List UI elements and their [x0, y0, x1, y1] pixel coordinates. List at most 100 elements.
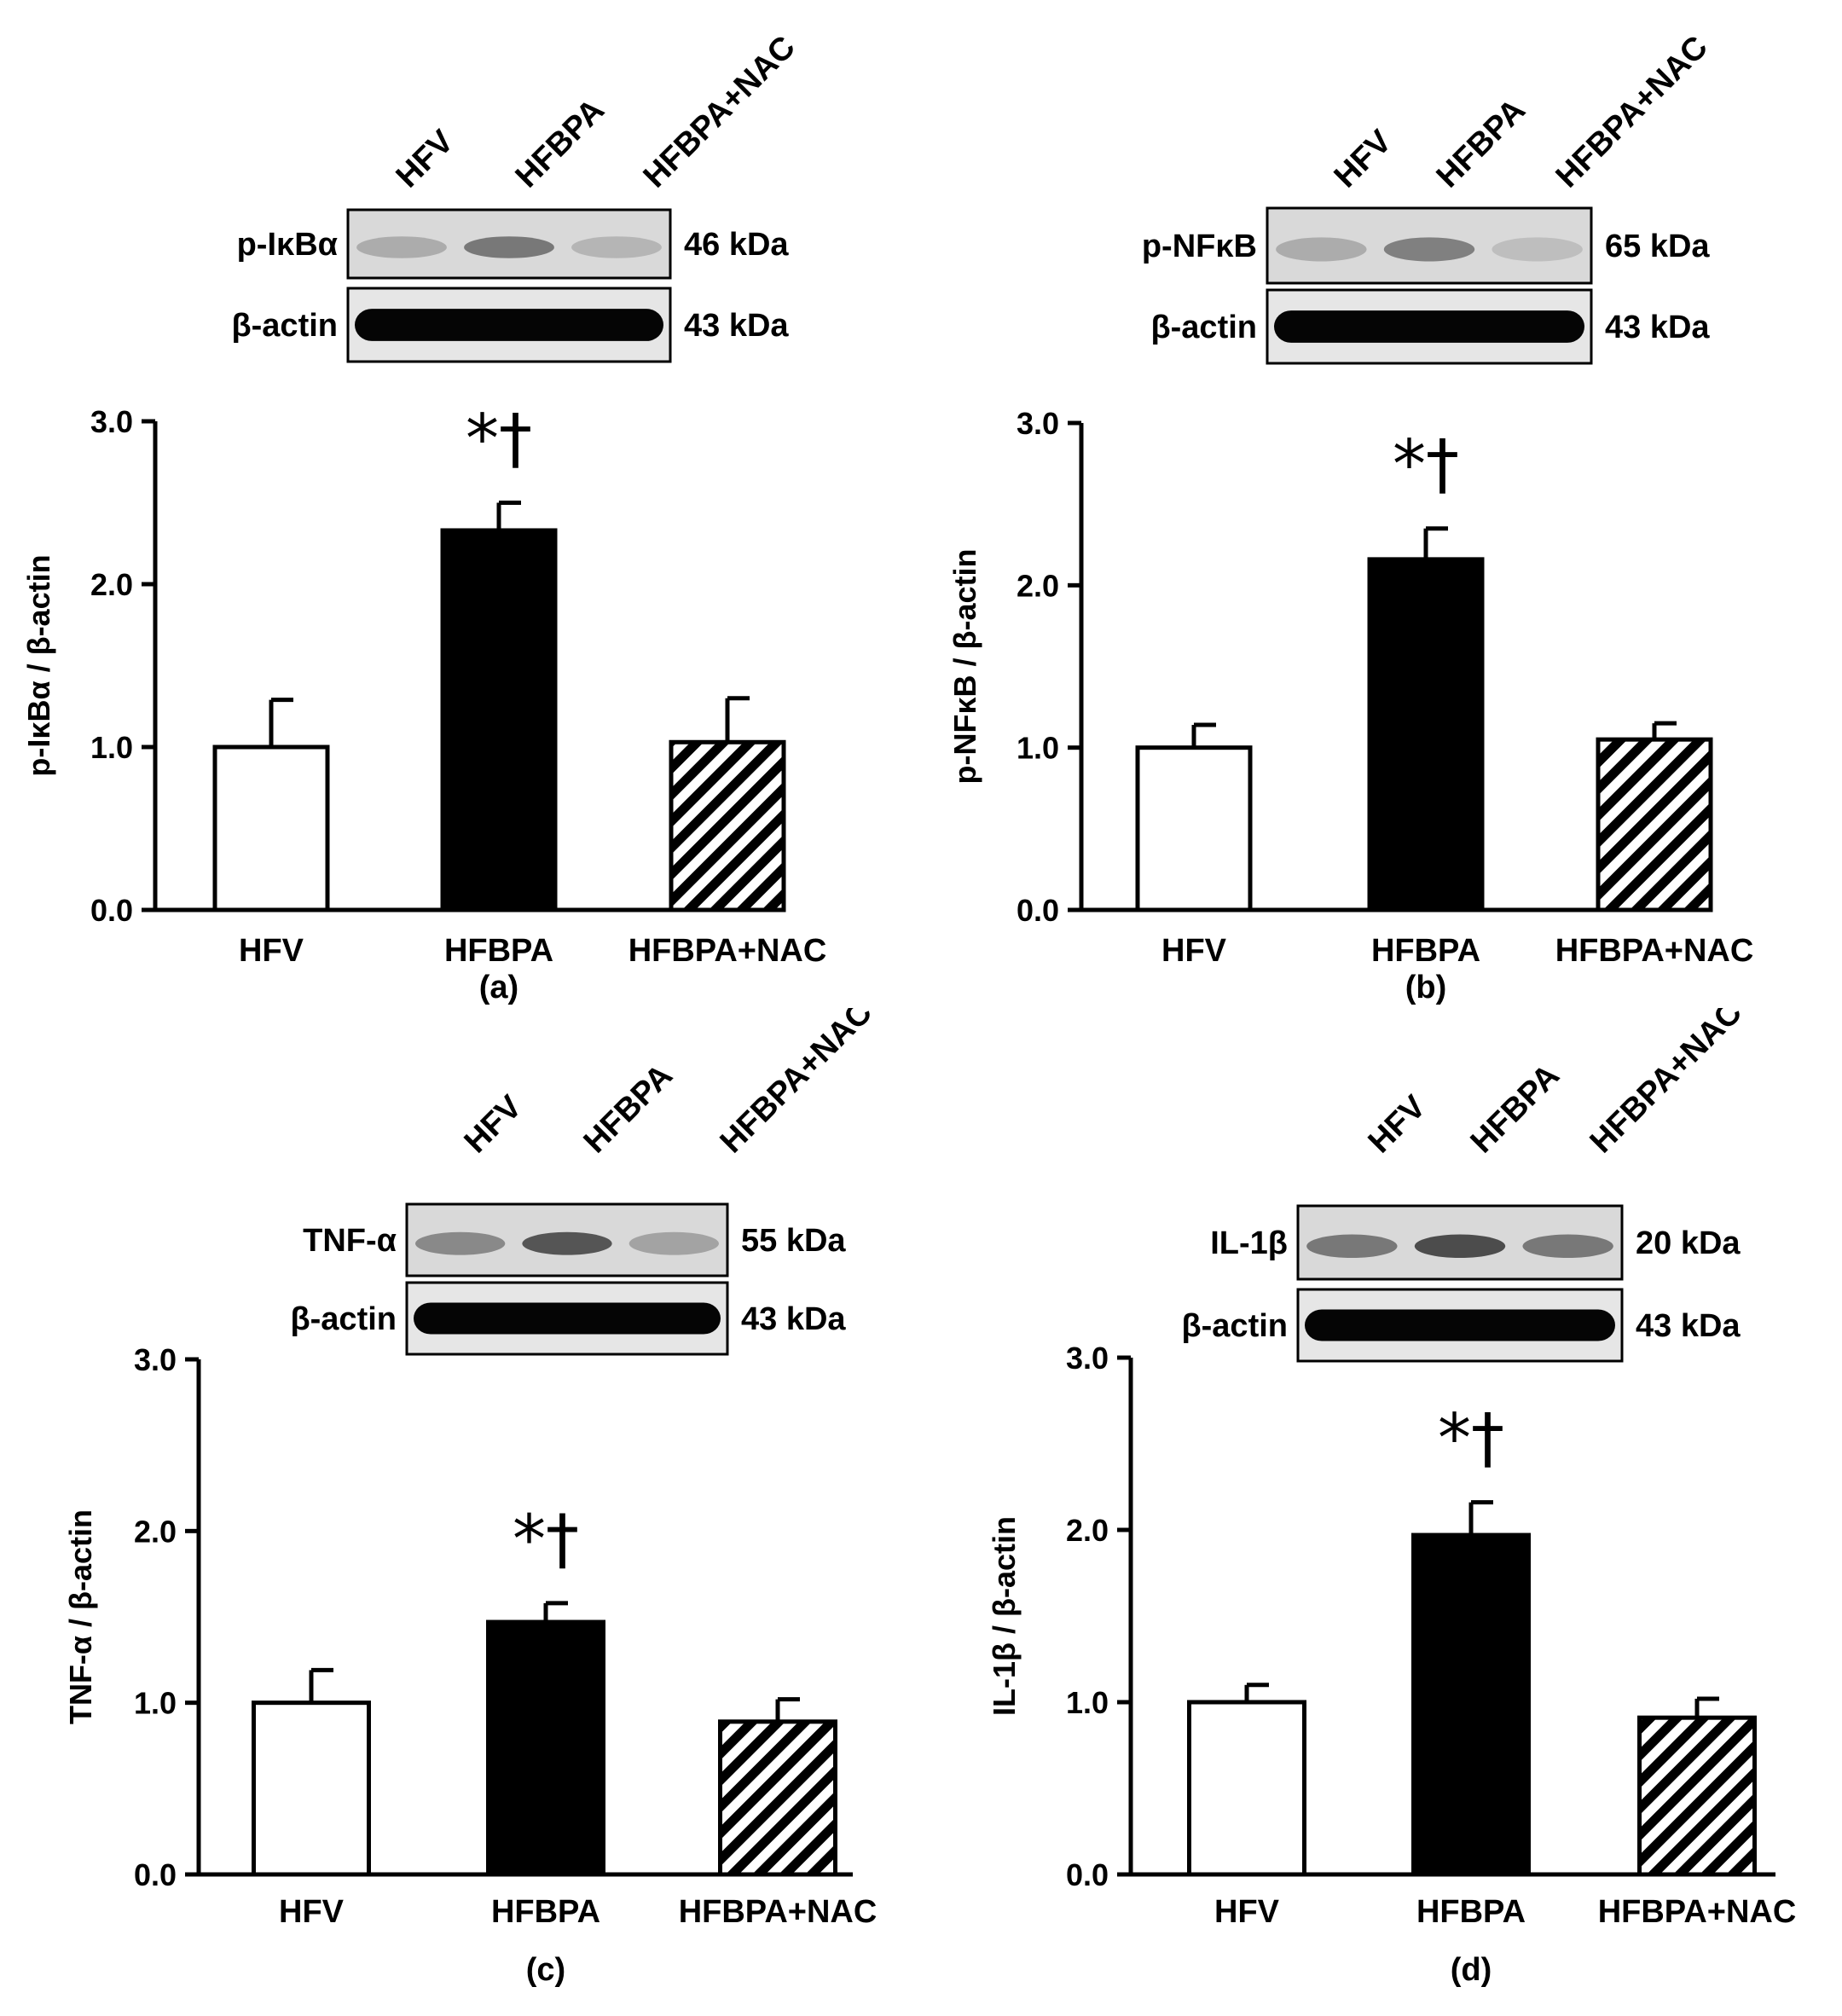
blot-target-band	[415, 1231, 506, 1255]
blot-lane-label: HFBPA+NAC	[1584, 1008, 1749, 1160]
blot-lane-label: HFV	[1362, 1088, 1434, 1160]
y-axis-label: p-NFκB / β-actin	[947, 548, 982, 784]
blot-target-band	[1492, 237, 1583, 262]
bar-hfbpa	[440, 528, 558, 912]
x-tick-label: HFBPA	[1416, 1894, 1526, 1930]
y-tick-label: 0.0	[1017, 893, 1059, 928]
panel-b: HFV HFBPA HFBPA+NAC p-NFκB 65 kDa β-actin 43 k…	[921, 0, 1842, 1008]
blot-target-band	[1522, 1234, 1613, 1259]
blot-control-label: β-actin	[1150, 310, 1257, 345]
x-tick-label: HFV	[279, 1894, 345, 1930]
blot-target-label: p-NFκB	[1142, 229, 1257, 264]
blot-lane-label: HFV	[458, 1088, 530, 1160]
y-tick-label: 2.0	[1017, 568, 1059, 603]
blot-control-label: β-actin	[231, 308, 338, 344]
blot-lane-label: HFBPA	[577, 1057, 680, 1160]
x-tick-label: HFBPA+NAC	[1598, 1894, 1797, 1930]
x-tick-label: HFBPA+NAC	[679, 1894, 878, 1930]
y-tick-label: 3.0	[90, 404, 133, 439]
panel-label: (c)	[526, 1952, 565, 1988]
panel-label: (b)	[1405, 970, 1447, 1005]
blot-target-kda: 65 kDa	[1605, 229, 1710, 264]
panel-d: HFV HFBPA HFBPA+NAC IL-1β 20 kDa β-actin 43 kD…	[921, 1008, 1842, 2016]
panel-a: HFV HFBPA HFBPA+NAC p-IκBα 46 kDa β-actin 43 k…	[0, 0, 921, 1008]
x-tick-label: HFBPA+NAC	[628, 933, 827, 969]
significance-marker: *†	[1393, 427, 1459, 504]
blot-lane-label: HFV	[390, 123, 461, 194]
blot-target-label: IL-1β	[1210, 1225, 1288, 1261]
x-tick-label: HFBPA	[1371, 933, 1480, 969]
bar-hfv	[1135, 745, 1253, 912]
y-tick-label: 2.0	[1066, 1513, 1109, 1548]
blot-target-box	[1266, 206, 1593, 285]
blot-target-label: TNF-α	[303, 1223, 397, 1259]
y-tick-label: 1.0	[134, 1686, 177, 1721]
blot-target-band	[464, 236, 554, 258]
x-tick-label: HFBPA	[491, 1894, 600, 1930]
blot-target-label: p-IκBα	[237, 227, 338, 263]
blot-lane-label: HFBPA+NAC	[1549, 29, 1715, 194]
blot-lane-label: HFBPA+NAC	[714, 1008, 879, 1160]
blot-lane-label: HFBPA	[1464, 1057, 1567, 1160]
significance-marker: *†	[466, 402, 532, 478]
blot-control-band	[1305, 1309, 1615, 1341]
bar-hfv	[212, 744, 330, 912]
y-axis-label: TNF-α / β-actin	[63, 1509, 98, 1724]
blot-target-band	[1383, 237, 1475, 262]
y-tick-label: 0.0	[134, 1857, 177, 1892]
blot-control-label: β-actin	[1181, 1308, 1288, 1344]
blot-target-band	[1414, 1234, 1506, 1259]
x-tick-label: HFV	[1161, 933, 1227, 969]
blot-control-band	[414, 1302, 721, 1335]
x-tick-label: HFBPA+NAC	[1555, 933, 1754, 969]
y-tick-label: 2.0	[90, 567, 133, 602]
blot-control-kda: 43 kDa	[684, 308, 789, 344]
significance-marker: *†	[513, 1502, 579, 1579]
panel-label: (a)	[479, 970, 518, 1005]
bar-hfbpa	[1411, 1532, 1531, 1877]
blot-target-kda: 46 kDa	[684, 227, 789, 263]
bar-hfv	[252, 1700, 371, 1877]
blot-control-kda: 43 kDa	[1605, 310, 1710, 345]
blot-lane-label: HFBPA	[509, 92, 611, 194]
y-tick-label: 1.0	[1017, 731, 1059, 766]
bar-hfbpa-nac	[669, 739, 786, 912]
y-tick-label: 1.0	[90, 730, 133, 765]
blot-target-band	[628, 1231, 719, 1255]
x-tick-label: HFV	[239, 933, 304, 969]
y-axis-label: IL-1β / β-actin	[987, 1516, 1022, 1716]
blot-control-kda: 43 kDa	[741, 1301, 846, 1337]
blot-control-band	[355, 309, 663, 341]
bar-hfbpa	[486, 1619, 605, 1877]
bar-hfbpa-nac	[1596, 737, 1713, 912]
panel-label: (d)	[1451, 1952, 1492, 1988]
blot-control-band	[1274, 310, 1584, 343]
bar-hfv	[1187, 1700, 1306, 1877]
blot-control-kda: 43 kDa	[1636, 1308, 1741, 1344]
blot-lane-label: HFV	[1328, 123, 1399, 194]
blot-target-band	[522, 1231, 612, 1255]
y-tick-label: 1.0	[1066, 1685, 1109, 1720]
chart-a: HFV HFBPA HFBPA+NAC p-IκBα 46 kDa β-actin 43 k…	[21, 29, 827, 1005]
bar-hfbpa-nac	[718, 1719, 837, 1877]
y-tick-label: 2.0	[134, 1514, 177, 1549]
y-tick-label: 3.0	[1066, 1341, 1109, 1376]
panel-c: HFV HFBPA HFBPA+NAC TNF-α 55 kDa β-actin 43 kD…	[0, 1008, 921, 2016]
blot-lane-label: HFBPA	[1430, 92, 1532, 194]
y-tick-label: 3.0	[134, 1342, 177, 1377]
y-axis-label: p-IκBα / β-actin	[21, 554, 56, 776]
bar-hfbpa	[1367, 557, 1485, 912]
y-tick-label: 0.0	[90, 893, 133, 928]
blot-control-label: β-actin	[290, 1301, 397, 1337]
bar-hfbpa-nac	[1637, 1715, 1757, 1877]
blot-target-band	[1276, 237, 1367, 262]
x-tick-label: HFV	[1214, 1894, 1280, 1930]
chart-c: HFV HFBPA HFBPA+NAC TNF-α 55 kDa β-actin 43 kD…	[63, 1008, 879, 1988]
blot-target-kda: 20 kDa	[1636, 1225, 1741, 1261]
y-tick-label: 0.0	[1066, 1857, 1109, 1892]
y-tick-label: 3.0	[1017, 406, 1059, 441]
blot-lane-label: HFBPA+NAC	[637, 29, 802, 194]
blot-target-band	[1306, 1234, 1398, 1259]
x-tick-label: HFBPA	[444, 933, 553, 969]
